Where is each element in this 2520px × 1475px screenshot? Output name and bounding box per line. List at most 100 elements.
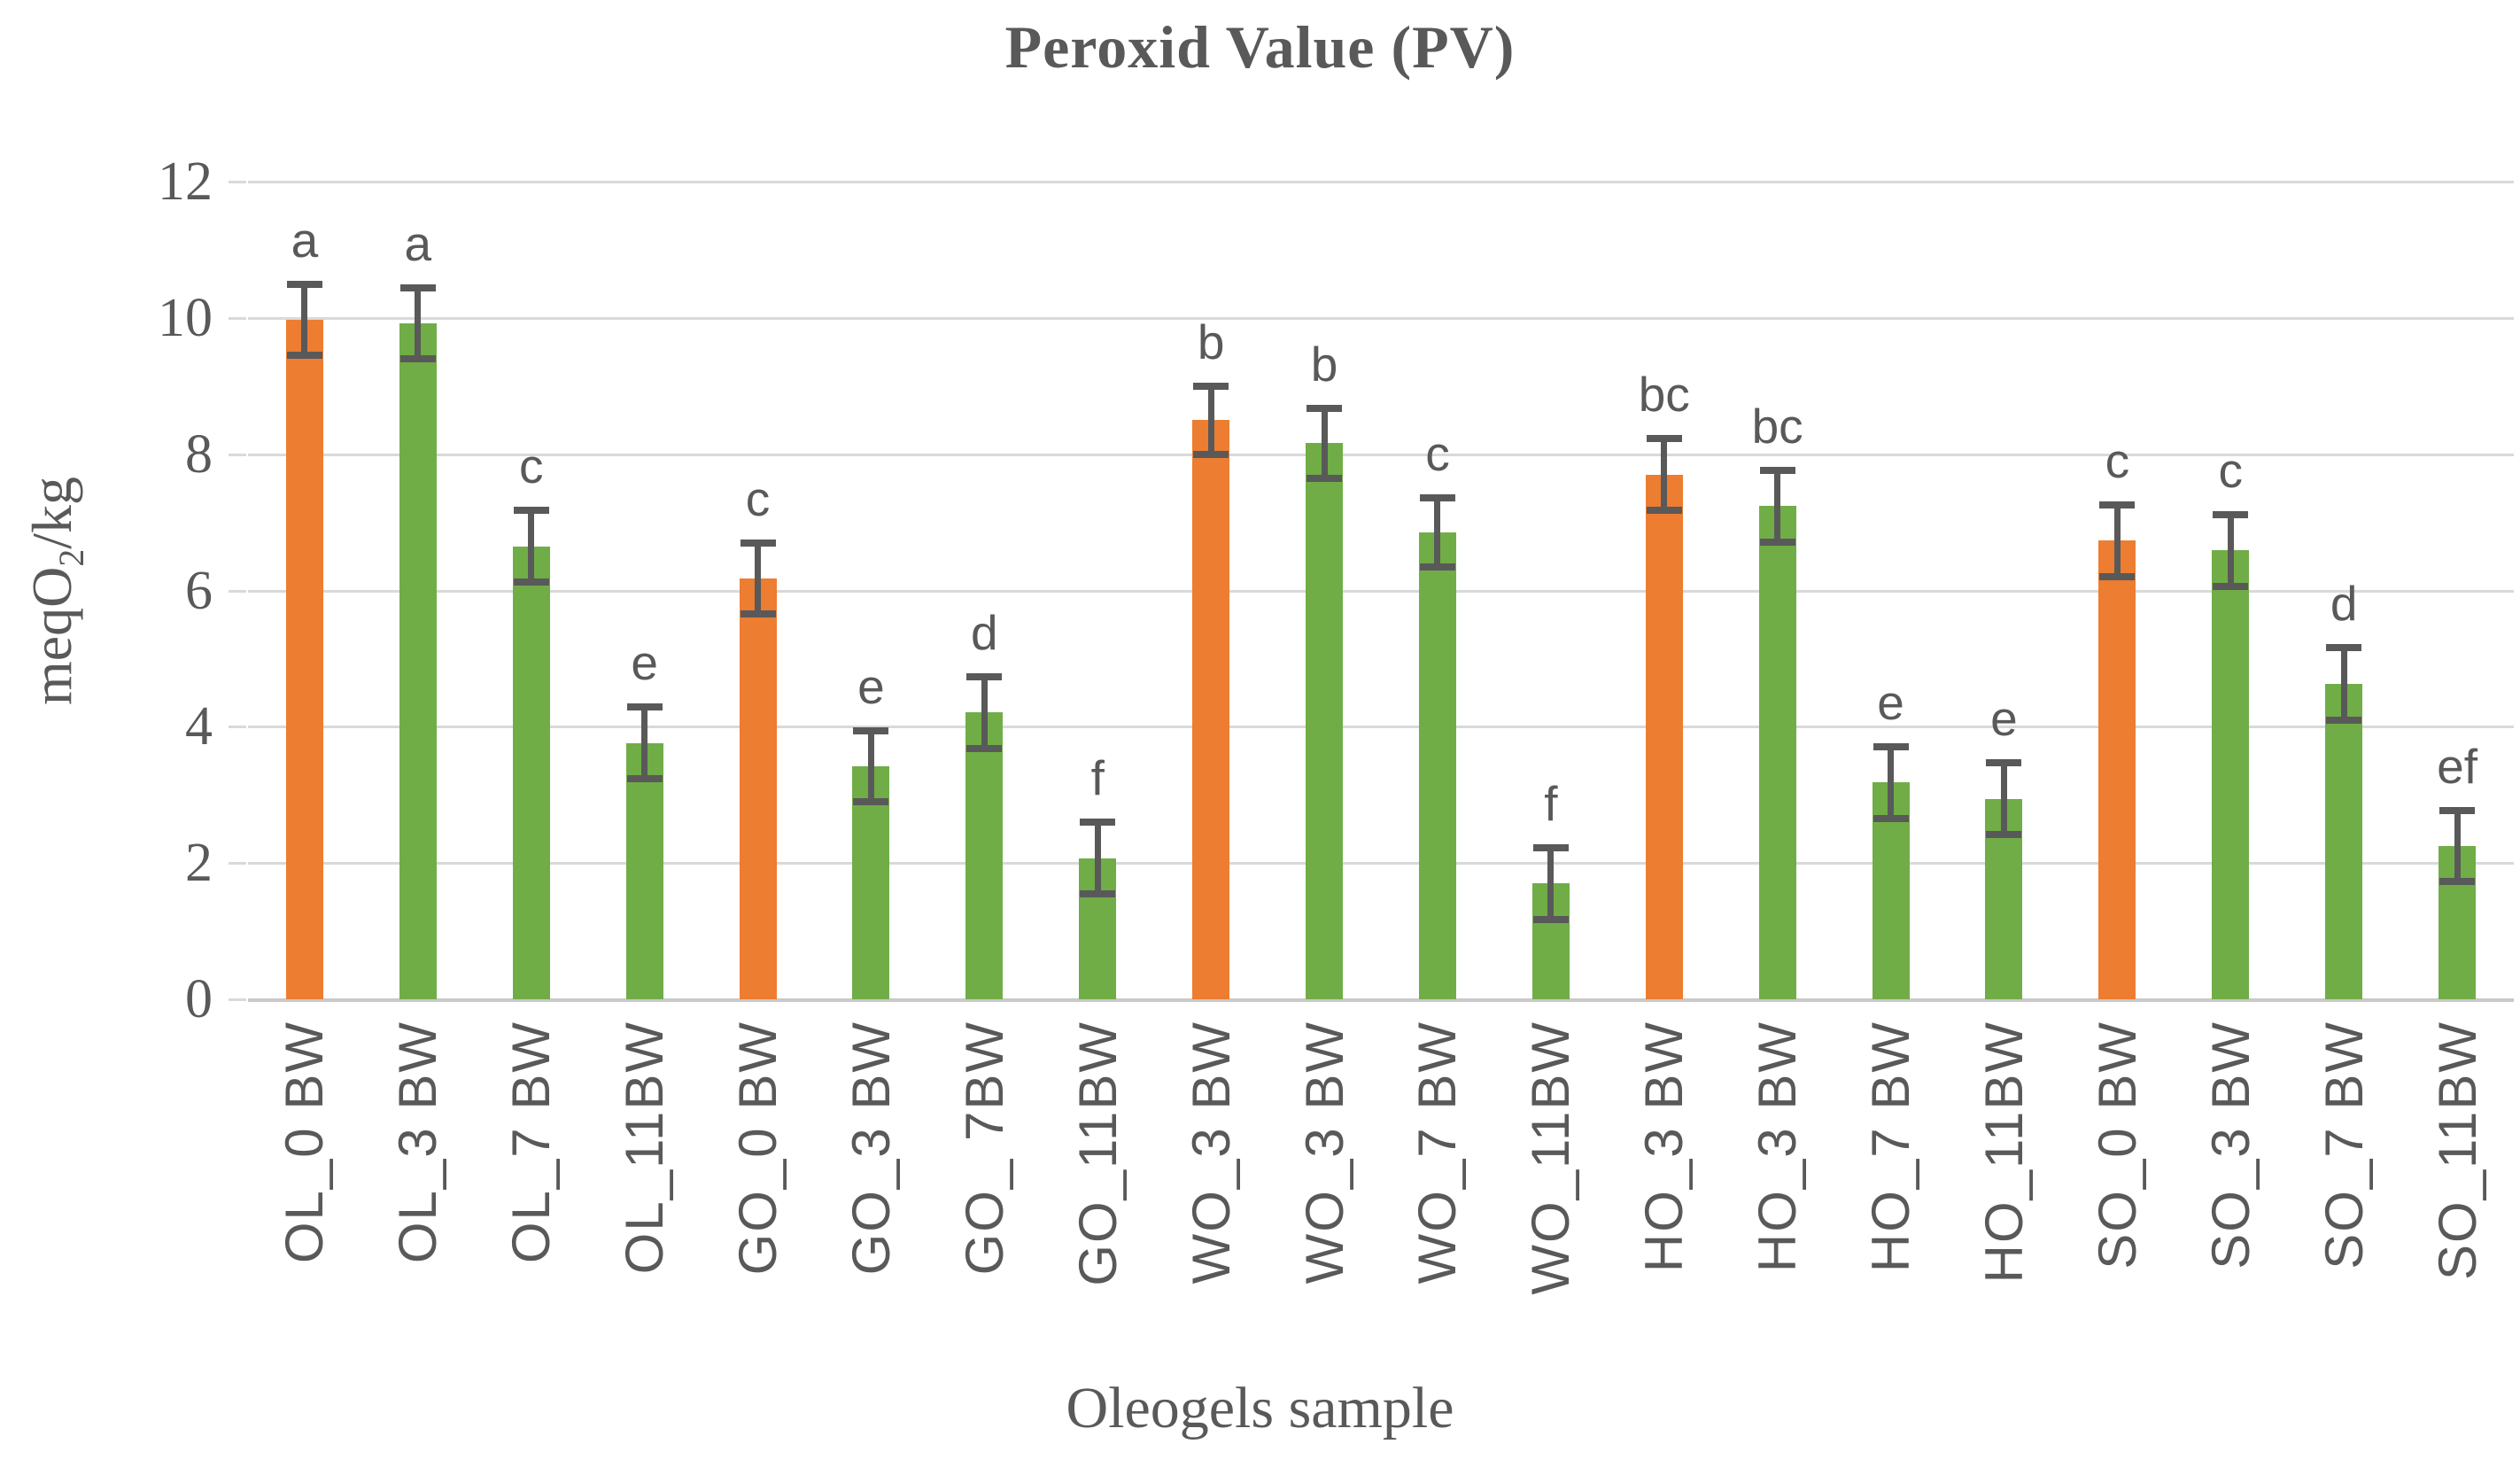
error-bar-top-cap: [966, 672, 1003, 680]
x-category-slot: SO_11BW: [2400, 1021, 2514, 1410]
error-bar-bottom-cap: [1986, 831, 2022, 839]
bar-SO_7 BW: [2325, 683, 2363, 999]
significance-letter: c: [519, 438, 544, 493]
error-bar: [1888, 742, 1895, 823]
significance-letter: e: [857, 659, 885, 715]
error-bar-bottom-cap: [1307, 475, 1343, 483]
significance-letter: b: [1197, 314, 1225, 369]
error-bar-top-cap: [1873, 742, 1909, 750]
significance-letter: f: [1544, 775, 1558, 831]
x-category-slot: SO_7 BW: [2287, 1021, 2400, 1410]
x-category-slot: OL_11BW: [588, 1021, 702, 1410]
significance-letter: e: [1877, 674, 1904, 730]
error-bar-bottom-cap: [513, 578, 549, 586]
error-bar: [2227, 510, 2234, 590]
y-axis-title-rest: /kg: [20, 476, 83, 549]
significance-letter: c: [745, 470, 771, 526]
x-category-label: SO_0 BW: [2087, 1021, 2147, 1269]
x-category-label: SO_3 BW: [2200, 1021, 2260, 1269]
error-bar-bottom-cap: [286, 351, 322, 359]
error-bar: [2113, 501, 2121, 580]
y-tick-label-12: 12: [158, 151, 213, 212]
x-category-slot: HO_7 BW: [1834, 1021, 1948, 1410]
bar-OL_0 BW: [285, 320, 323, 999]
plot-area: a a c e c e d f b b c f bc bc e e c c d ef: [248, 181, 2514, 1002]
error-bar-bottom-cap: [626, 775, 663, 783]
error-bar-top-cap: [399, 284, 436, 292]
error-bar: [1207, 382, 1214, 458]
error-bar-top-cap: [1307, 404, 1343, 412]
error-bar: [2340, 644, 2347, 724]
error-bar-bottom-cap: [1759, 538, 1795, 546]
gridline-y-12: [248, 181, 2514, 183]
gridline-y-8: [248, 453, 2514, 456]
x-category-label: OL_0 BW: [275, 1021, 335, 1264]
significance-letter: a: [404, 216, 432, 272]
error-bar-bottom-cap: [1193, 450, 1229, 458]
gridline-y-10: [248, 316, 2514, 320]
chart-title: Peroxid Value (PV): [1004, 13, 1516, 81]
x-category-slot: WO_7 BW: [1381, 1021, 1494, 1410]
y-tick-label-0: 0: [185, 969, 213, 1029]
error-bar-bottom-cap: [1080, 890, 1116, 898]
bar-GO_ 7BW: [965, 712, 1004, 999]
y-axis-tick-mark-8: [229, 453, 246, 456]
error-bar: [301, 281, 308, 359]
error-bar-bottom-cap: [399, 354, 436, 362]
x-category-slot: WO_3 BW: [1154, 1021, 1268, 1410]
y-tick-label-10: 10: [158, 287, 213, 348]
significance-letter: e: [1990, 691, 2018, 747]
error-bar: [1547, 843, 1555, 923]
gridline-y-4: [248, 726, 2514, 729]
x-category-label: GO_11BW: [1067, 1021, 1128, 1286]
error-bar-top-cap: [1986, 759, 2022, 767]
error-bar-bottom-cap: [2439, 877, 2476, 885]
x-category-label: WO_3 BW: [1181, 1021, 1241, 1285]
significance-letter: bc: [1638, 367, 1690, 423]
error-bar-top-cap: [2213, 510, 2249, 518]
x-category-label: WO_11BW: [1521, 1021, 1581, 1295]
error-bar-bottom-cap: [740, 609, 776, 617]
y-tick-label-6: 6: [185, 560, 213, 621]
y-axis-tick-mark-4: [229, 726, 246, 729]
significance-letter: b: [1310, 336, 1338, 392]
error-bar-top-cap: [1759, 466, 1795, 474]
error-bar-top-cap: [740, 539, 776, 547]
bar-HO_3 BW: [1645, 474, 1683, 999]
x-category-slot: GO_ 7BW: [927, 1021, 1041, 1410]
error-bar-top-cap: [513, 506, 549, 514]
bar-OL_3 BW: [399, 323, 437, 999]
error-bar: [1094, 819, 1101, 898]
x-category-slot: HO_3 BW: [1721, 1021, 1834, 1410]
significance-letter: c: [1425, 426, 1450, 482]
x-category-label: HO_11BW: [1973, 1021, 2034, 1284]
x-category-slot: GO_0 BW: [702, 1021, 815, 1410]
x-category-slot: GO_11BW: [1041, 1021, 1154, 1410]
error-bar-top-cap: [1193, 382, 1229, 390]
error-bar: [867, 727, 874, 805]
x-category-slot: HO_3 BW: [1608, 1021, 1721, 1410]
significance-letter: c: [2218, 442, 2244, 498]
error-bar: [641, 703, 648, 783]
error-bar: [1321, 404, 1328, 483]
x-category-label: GO_ 7BW: [954, 1021, 1014, 1276]
error-bar: [528, 506, 535, 586]
error-bar-bottom-cap: [1873, 815, 1909, 823]
error-bar-bottom-cap: [1532, 915, 1569, 923]
x-axis-title: Oleogels sample: [1066, 1376, 1454, 1440]
y-axis-tick-mark-12: [229, 181, 246, 183]
error-bar: [2000, 759, 2007, 839]
y-axis-tick-mark-2: [229, 862, 246, 866]
x-category-label: HO_3 BW: [1748, 1021, 1808, 1273]
bar-SO_3 BW: [2212, 550, 2250, 999]
bar-WO_3 BW: [1306, 443, 1344, 999]
error-bar-bottom-cap: [853, 797, 889, 805]
error-bar: [981, 672, 988, 752]
y-tick-label-8: 8: [185, 423, 213, 485]
error-bar: [1434, 494, 1441, 571]
error-bar: [2454, 807, 2461, 885]
x-category-label: GO_3 BW: [841, 1021, 901, 1276]
error-bar-bottom-cap: [2326, 716, 2362, 724]
significance-letter: ef: [2437, 739, 2477, 795]
error-bar: [1661, 435, 1668, 515]
